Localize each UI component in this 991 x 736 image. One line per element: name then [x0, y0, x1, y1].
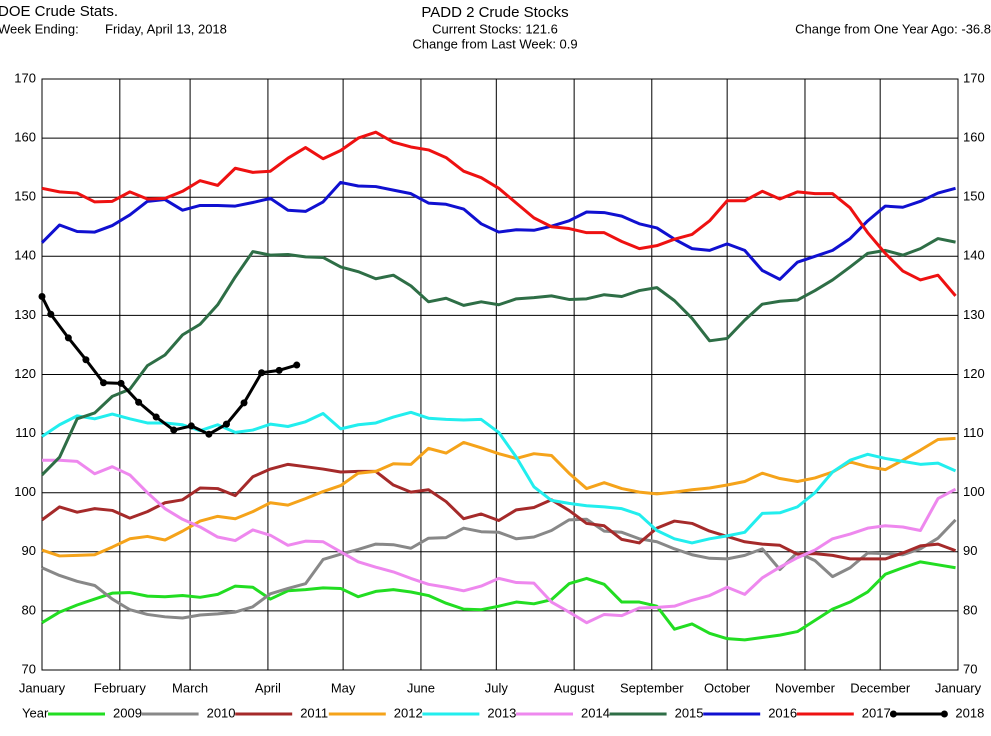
y-tick-label: 100 — [14, 484, 36, 499]
legend-marker — [889, 710, 897, 718]
x-tick-label: April — [255, 680, 281, 695]
y-tick-label: 170 — [14, 70, 36, 85]
x-tick-label: January — [19, 680, 66, 695]
y2-tick-label: 150 — [963, 189, 985, 204]
legend-label: 2015 — [675, 705, 704, 720]
y2-tick-label: 120 — [963, 366, 985, 381]
x-tick-label: September — [620, 680, 684, 695]
legend-marker — [940, 710, 948, 718]
week-label: Week Ending: — [0, 21, 79, 36]
x-tick-label: March — [172, 680, 208, 695]
legend-label: 2018 — [955, 705, 984, 720]
series-line — [41, 560, 956, 642]
series-line — [40, 237, 956, 477]
point — [47, 310, 55, 318]
x-tick-label: January — [935, 680, 982, 695]
series-line — [41, 130, 957, 297]
y-tick-label: 80 — [22, 602, 36, 617]
y2-tick-label: 80 — [963, 602, 977, 617]
legend-label: 2011 — [300, 705, 328, 720]
x-tick-label: June — [407, 680, 435, 695]
y2-tick-label: 160 — [963, 130, 985, 145]
legend-label: 2012 — [394, 705, 423, 720]
legend-label: 2010 — [207, 705, 236, 720]
legend-title: Year — [22, 705, 49, 720]
y-tick-label: 140 — [14, 248, 36, 263]
series-line — [40, 180, 956, 281]
point — [38, 292, 46, 300]
series-line — [42, 458, 957, 625]
y2-tick-label: 170 — [963, 70, 985, 85]
legend-label: 2014 — [581, 705, 610, 720]
point — [99, 379, 107, 387]
current-stocks: Current Stocks: 121.6 — [432, 21, 558, 36]
legend-label: 2017 — [862, 705, 891, 720]
change-week: Change from Last Week: 0.9 — [412, 36, 577, 51]
x-tick-label: October — [704, 680, 751, 695]
y2-tick-label: 90 — [963, 543, 977, 558]
y2-tick-label: 110 — [963, 425, 984, 440]
y2-tick-label: 70 — [963, 661, 977, 676]
x-tick-label: May — [331, 680, 356, 695]
change-year: Change from One Year Ago: -36.8 — [795, 21, 991, 36]
point — [187, 422, 195, 430]
series-line — [41, 462, 957, 561]
series-line — [41, 436, 956, 558]
legend-label: 2016 — [768, 705, 797, 720]
point — [222, 420, 230, 428]
y-tick-label: 130 — [14, 307, 36, 322]
point — [275, 366, 283, 374]
week-value: Friday, April 13, 2018 — [105, 21, 227, 36]
y2-tick-label: 130 — [963, 307, 985, 322]
point — [258, 369, 266, 377]
y-tick-label: 150 — [14, 189, 36, 204]
y-tick-label: 90 — [22, 543, 36, 558]
y2-tick-label: 100 — [963, 484, 985, 499]
x-tick-label: November — [775, 680, 836, 695]
point — [117, 379, 125, 387]
y-tick-label: 70 — [22, 661, 36, 676]
plot-border — [41, 78, 959, 671]
y-tick-label: 110 — [15, 425, 36, 440]
point — [205, 430, 213, 438]
x-tick-label: February — [94, 680, 147, 695]
point — [64, 334, 72, 342]
y-tick-label: 160 — [14, 130, 36, 145]
y2-tick-label: 140 — [963, 248, 985, 263]
source: DOE Crude Stats. — [0, 3, 118, 20]
point — [82, 356, 90, 364]
point — [240, 399, 248, 407]
x-tick-label: August — [554, 680, 595, 695]
y-tick-label: 120 — [14, 366, 36, 381]
series-line — [40, 295, 298, 436]
x-tick-label: December — [850, 680, 911, 695]
point — [293, 361, 301, 369]
point — [170, 426, 178, 434]
legend-label: 2013 — [487, 705, 516, 720]
chart-title: PADD 2 Crude Stocks — [421, 4, 568, 21]
point — [152, 413, 160, 421]
legend-label: 2009 — [113, 705, 142, 720]
x-tick-label: July — [485, 680, 509, 695]
point — [135, 398, 143, 406]
